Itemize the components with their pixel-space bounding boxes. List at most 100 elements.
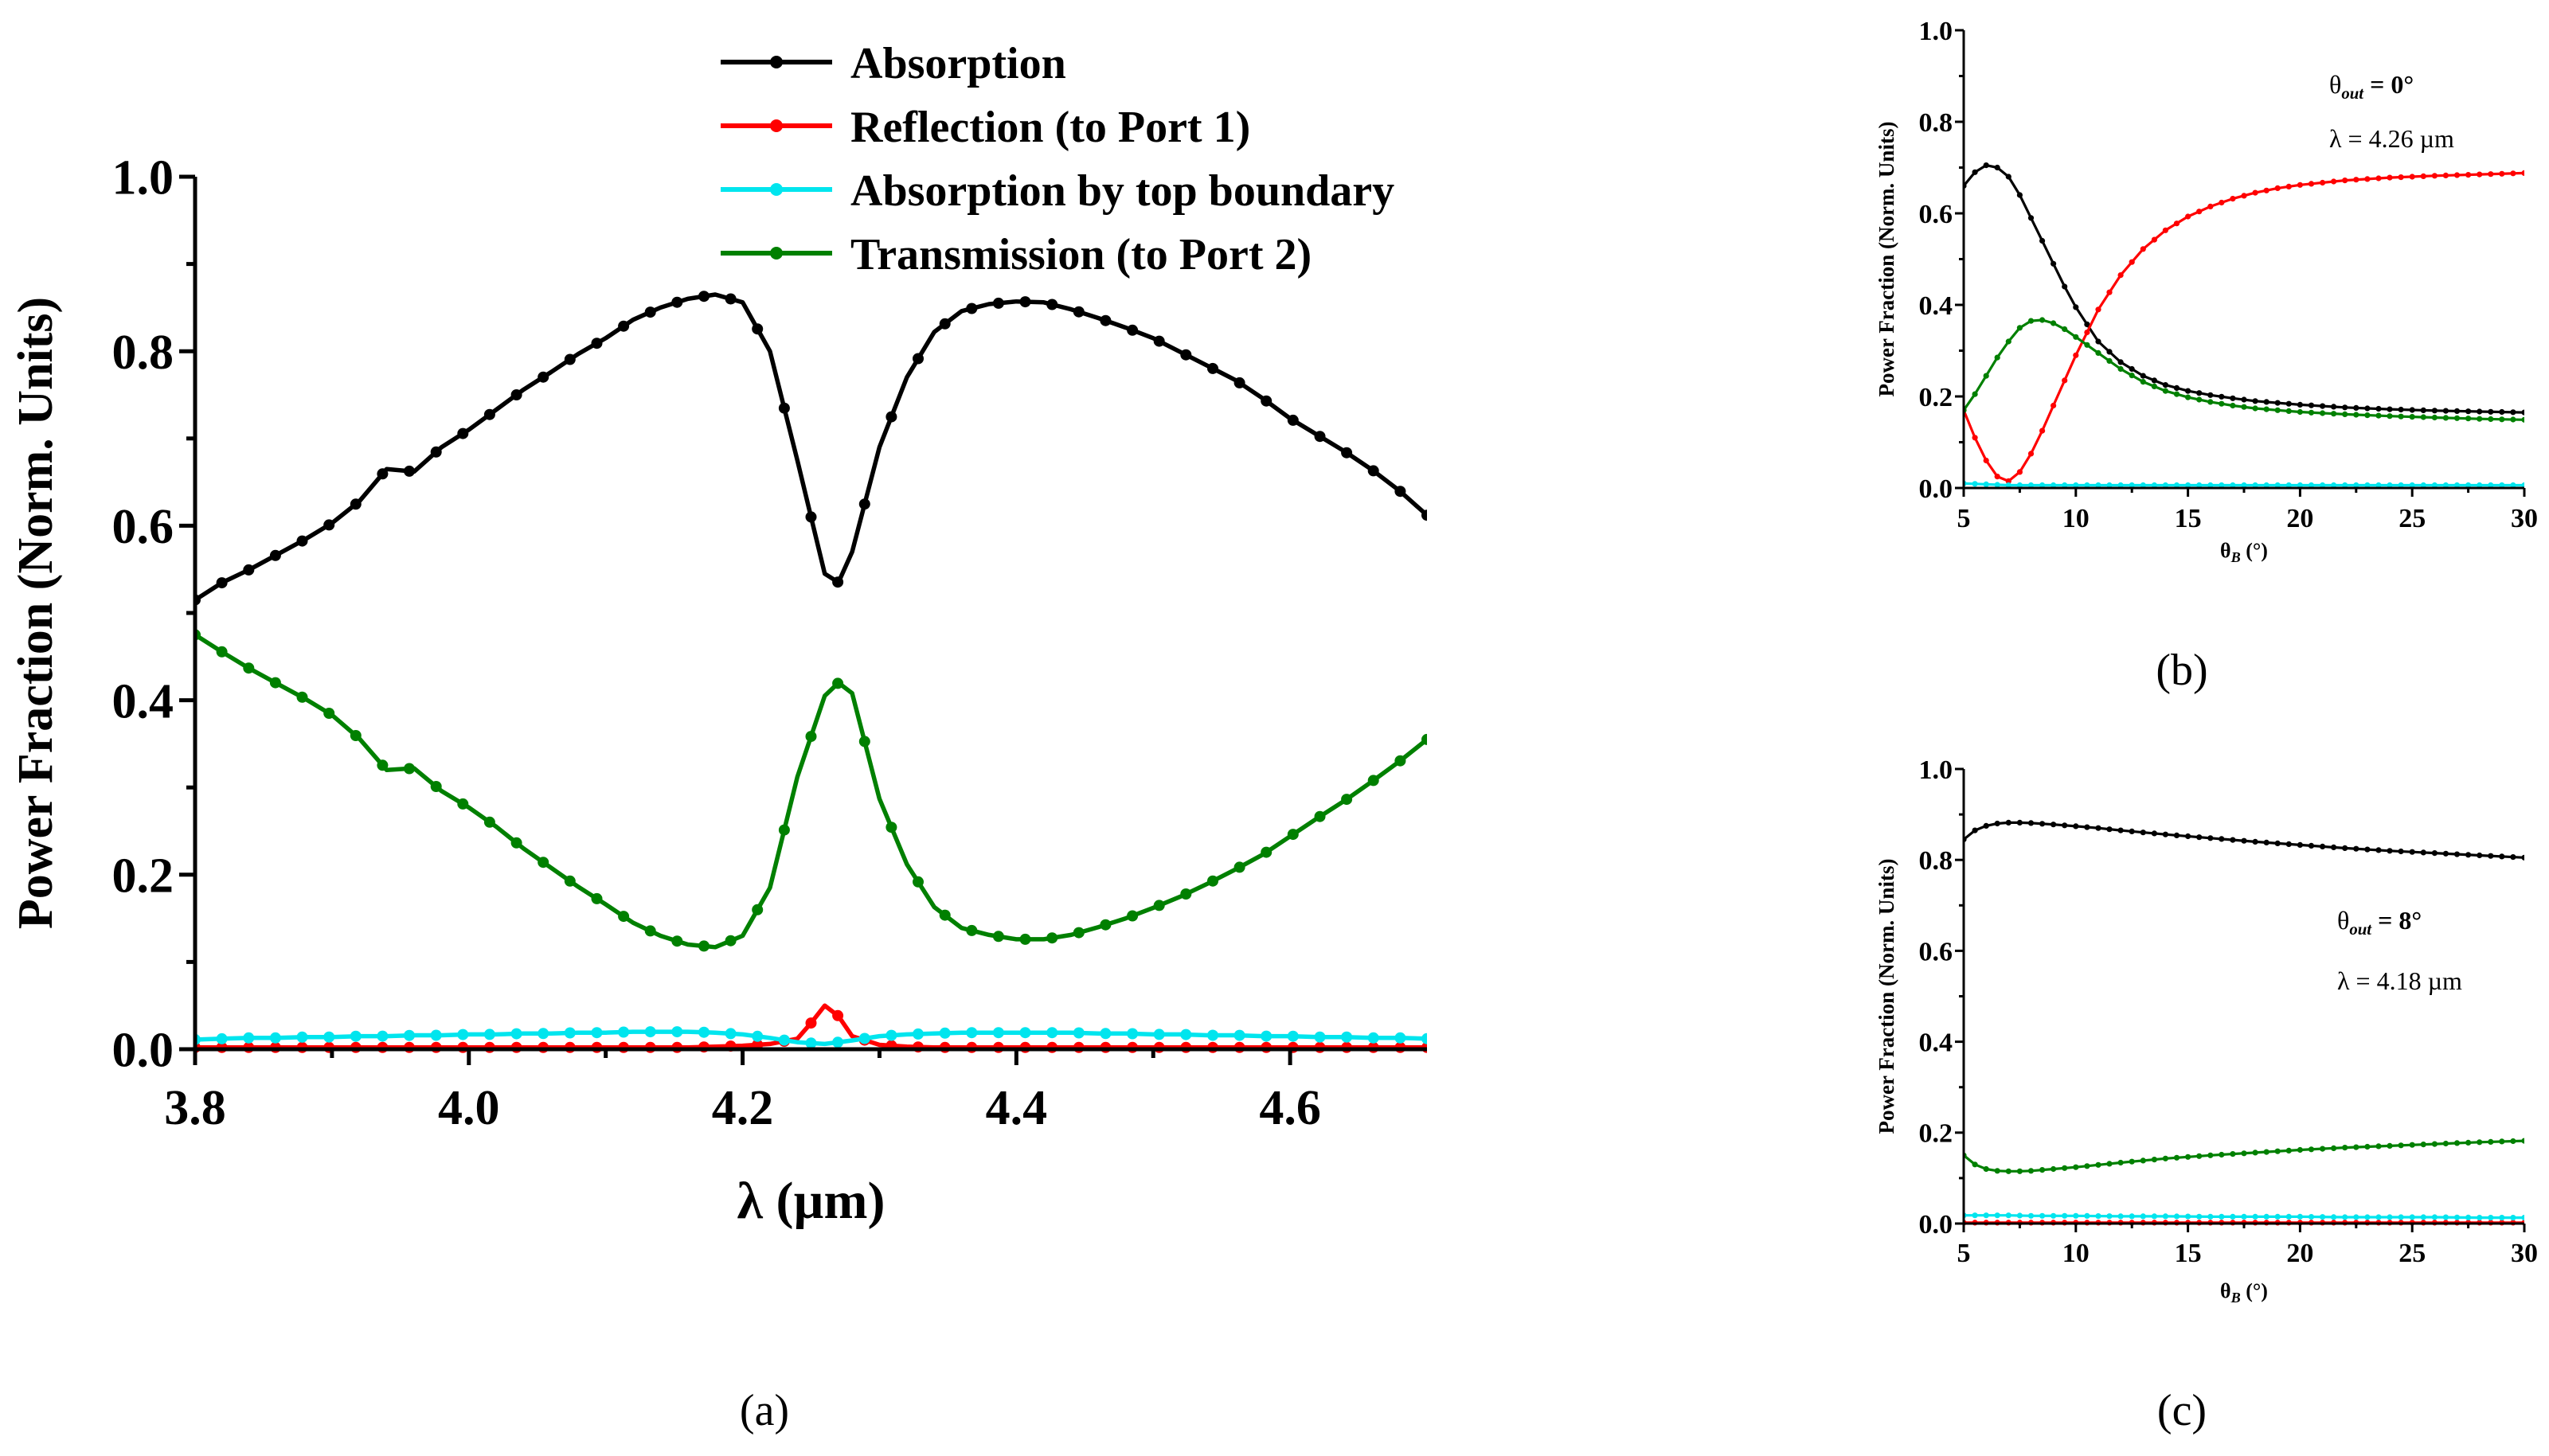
data-point [2308, 1214, 2315, 1220]
data-point [2442, 850, 2449, 857]
data-point [2308, 482, 2315, 489]
data-point [778, 402, 790, 414]
y-tick-label: 0.6 [1919, 200, 1953, 229]
data-point [2263, 187, 2269, 193]
data-point [2285, 841, 2292, 847]
data-point [243, 662, 255, 674]
data-point [2488, 853, 2494, 859]
data-point [2431, 408, 2438, 414]
data-point [2162, 388, 2168, 394]
data-point [671, 935, 683, 947]
data-point [2173, 482, 2180, 489]
data-point [2151, 377, 2157, 384]
data-point [832, 576, 844, 588]
data-point [2252, 189, 2258, 196]
data-point [1972, 1161, 1978, 1168]
data-point [2510, 854, 2516, 861]
data-point [2039, 1212, 2046, 1219]
data-point [2364, 176, 2371, 182]
legend-label: Reflection (to Port 1) [850, 103, 1250, 152]
data-point [2129, 828, 2135, 834]
x-axis-label: θB (°) [2220, 539, 2268, 565]
data-point [2331, 411, 2337, 417]
data-point [1983, 1212, 1989, 1219]
data-point [404, 465, 415, 477]
data-point [2387, 413, 2393, 420]
data-point [269, 677, 281, 689]
data-point [2117, 1213, 2124, 1220]
data-point [2207, 482, 2214, 489]
data-point [2297, 1213, 2303, 1220]
data-point [805, 511, 817, 523]
data-point [2230, 1151, 2236, 1157]
data-point [510, 1028, 522, 1040]
y-axis-label: Power Fraction (Norm. Units) [1875, 122, 1898, 397]
data-point [2219, 1213, 2225, 1220]
data-point [2364, 482, 2371, 489]
data-point [2073, 1212, 2079, 1219]
data-point [404, 763, 415, 775]
legend-label: Transmission (to Port 2) [850, 230, 1312, 279]
data-point [2308, 409, 2315, 416]
data-point [2039, 821, 2046, 827]
data-point [2129, 1213, 2135, 1220]
data-point [2185, 394, 2191, 400]
data-point [2453, 1140, 2461, 1146]
data-point [2364, 846, 2371, 853]
axes: 3.8 4.0 4.2 4.4 4.6 0.0 0.2 0.4 0.6 0.8 1.0 Power F… [9, 151, 1427, 1230]
data-point [2342, 404, 2348, 411]
data-point [2453, 408, 2461, 415]
data-point [886, 1029, 897, 1041]
data-point [2263, 839, 2269, 845]
data-point [350, 498, 362, 510]
data-point [1019, 933, 1031, 945]
data-point [2477, 416, 2483, 422]
data-point [2005, 482, 2011, 489]
data-point [2252, 838, 2258, 845]
data-point [2342, 482, 2348, 489]
data-point [1367, 1032, 1379, 1044]
data-point [966, 924, 978, 936]
data-point [725, 293, 737, 305]
data-point [1287, 1030, 1299, 1042]
series-line-reflection-to-port-1 [1964, 171, 2524, 483]
data-point [1261, 395, 1273, 407]
data-point [2117, 1159, 2124, 1166]
data-point [2185, 213, 2191, 220]
data-point [2230, 1213, 2236, 1220]
data-point [1983, 162, 1989, 169]
data-point [2320, 1146, 2326, 1152]
y-tick-label: 1.0 [112, 151, 174, 205]
data-point [2173, 832, 2180, 838]
data-point [992, 1027, 1004, 1039]
data-point [2285, 1147, 2292, 1153]
data-point [2185, 388, 2191, 394]
x-tick-label: 3.8 [164, 1081, 226, 1135]
data-point [457, 798, 469, 810]
x-tick-label: 30 [2511, 504, 2538, 533]
data-point [2320, 482, 2326, 489]
data-point [2151, 1157, 2157, 1163]
data-point [377, 1030, 389, 1042]
series-line-transmission-to-port-2 [195, 632, 1427, 950]
data-point [2521, 482, 2524, 489]
data-point [2062, 822, 2068, 829]
data-point [2510, 1215, 2516, 1221]
data-point [1972, 1212, 1978, 1219]
data-point [2285, 482, 2292, 489]
data-point [2297, 482, 2303, 489]
data-point [2342, 845, 2348, 851]
data-point [1421, 509, 1427, 521]
data-point [430, 781, 442, 792]
annotation-theta-out: θout = 8° [2337, 906, 2422, 939]
data-point [2297, 182, 2303, 188]
data-point [2051, 1212, 2057, 1219]
data-point [644, 306, 656, 318]
data-point [2173, 1213, 2180, 1220]
data-point [2095, 1213, 2101, 1220]
data-point [2398, 406, 2404, 413]
data-point [698, 1026, 710, 1038]
data-point [2420, 849, 2426, 856]
data-point [913, 353, 924, 365]
data-point [2016, 819, 2023, 826]
